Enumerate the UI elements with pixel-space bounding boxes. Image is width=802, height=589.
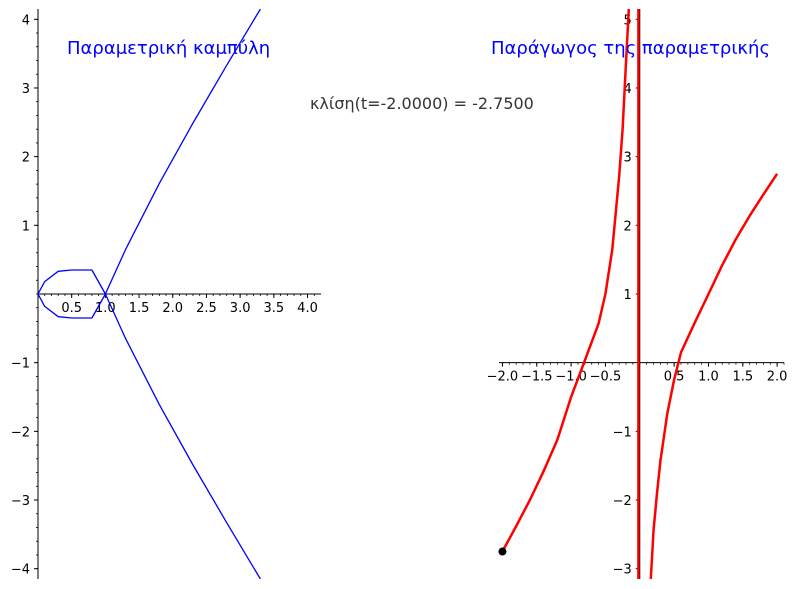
y-tick-label: 3 bbox=[22, 82, 30, 97]
x-tick-label: 2.5 bbox=[196, 301, 217, 316]
plot-title: Παράγωγος της παραμετρικής bbox=[491, 38, 770, 59]
y-tick-label: 1 bbox=[22, 219, 30, 234]
x-tick-label: 0.5 bbox=[61, 301, 82, 316]
curve-line bbox=[38, 9, 261, 579]
x-tick-label: −2.0 bbox=[487, 370, 519, 385]
slope-annotation: κλίση(t=-2.0000) = -2.7500 bbox=[310, 94, 534, 113]
y-tick-label: −1 bbox=[11, 357, 30, 372]
y-tick-label: 1 bbox=[624, 288, 632, 303]
x-tick-label: 3.0 bbox=[230, 301, 251, 316]
y-tick-label: −4 bbox=[11, 563, 30, 578]
x-tick-label: −1.5 bbox=[521, 370, 553, 385]
y-tick-label: 4 bbox=[624, 82, 632, 97]
x-tick-label: 2.0 bbox=[162, 301, 183, 316]
y-tick-label: 2 bbox=[22, 151, 30, 166]
y-tick-label: 4 bbox=[22, 13, 30, 28]
y-tick-label: −1 bbox=[613, 425, 632, 440]
x-tick-label: 3.5 bbox=[263, 301, 284, 316]
current-point-marker bbox=[498, 547, 507, 556]
y-tick-label: −2 bbox=[11, 425, 30, 440]
x-tick-label: 4.0 bbox=[297, 301, 318, 316]
y-tick-label: 3 bbox=[624, 151, 632, 166]
derivative-line bbox=[501, 9, 631, 553]
y-tick-label: −2 bbox=[613, 494, 632, 509]
x-tick-label: 1.0 bbox=[698, 370, 719, 385]
derivative-plot: −2.0 −1.5 −1.0 −0.5 0.5 1.0 1.5 2.0−3−2−112345Π… bbox=[487, 9, 788, 579]
y-tick-label: −3 bbox=[613, 563, 632, 578]
parametric-curve-plot: 0.5 1.0 1.5 2.0 2.5 3.0 3.5 4.0−4−3−2−11234Παρα… bbox=[11, 9, 321, 579]
derivative-line bbox=[649, 173, 779, 579]
x-tick-label: 2.0 bbox=[767, 370, 788, 385]
x-tick-label: −1.0 bbox=[555, 370, 587, 385]
plot-title: Παραμετρική καμπύλη bbox=[67, 38, 270, 59]
y-tick-label: 2 bbox=[624, 219, 632, 234]
x-tick-label: 1.5 bbox=[129, 301, 150, 316]
y-tick-label: −3 bbox=[11, 494, 30, 509]
x-tick-label: 1.5 bbox=[732, 370, 753, 385]
x-tick-label: −0.5 bbox=[590, 370, 622, 385]
